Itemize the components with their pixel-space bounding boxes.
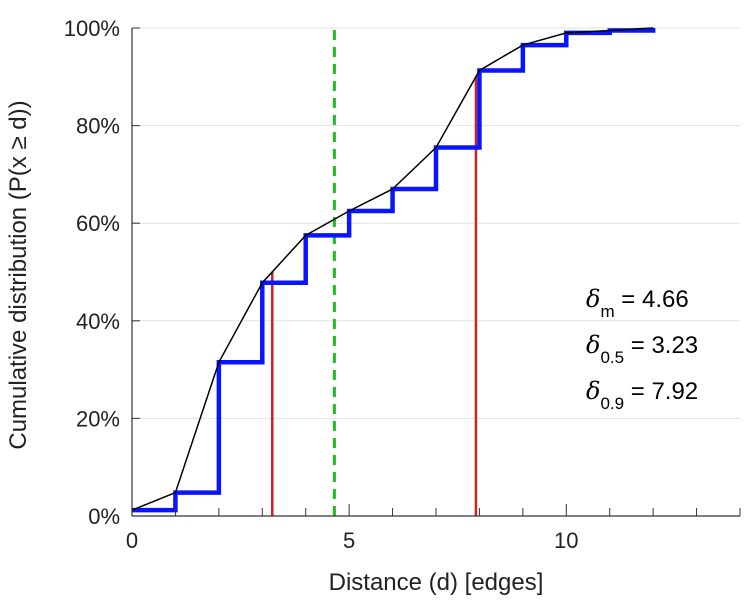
stat-annotation-1: δ0.5 = 3.23 bbox=[586, 331, 698, 367]
stat-annotation-0: δm = 4.66 bbox=[586, 285, 689, 321]
marker-lines bbox=[271, 28, 478, 516]
grid-lines bbox=[132, 27, 740, 419]
y-tick-label-2: 40% bbox=[76, 309, 120, 334]
y-tick-label-5: 100% bbox=[64, 16, 120, 41]
axes bbox=[131, 27, 741, 517]
x-axis-label: Distance (d) [edges] bbox=[329, 569, 544, 596]
y-tick-label-3: 60% bbox=[76, 211, 120, 236]
x-tick-label-1: 5 bbox=[343, 528, 355, 553]
y-tick-label-4: 80% bbox=[76, 114, 120, 139]
y-tick-label-1: 20% bbox=[76, 406, 120, 431]
tick-labels: 0 5 100%20%40%60%80%100% bbox=[64, 16, 579, 553]
x-tick-label-0: 0 bbox=[126, 528, 138, 553]
series-lines bbox=[131, 27, 656, 513]
y-tick-label-0: 0% bbox=[88, 504, 120, 529]
line-series-1 bbox=[131, 27, 654, 511]
x-tick-label-2: 10 bbox=[554, 528, 578, 553]
stat-annotation-2: δ0.9 = 7.92 bbox=[586, 377, 698, 413]
y-axis-label: Cumulative distribution (P(x ≥ d)) bbox=[5, 100, 32, 449]
step-series-0 bbox=[132, 28, 656, 513]
statistics-annotations: δm = 4.66 δ0.5 = 3.23 δ0.9 = 7.92 bbox=[586, 285, 698, 413]
